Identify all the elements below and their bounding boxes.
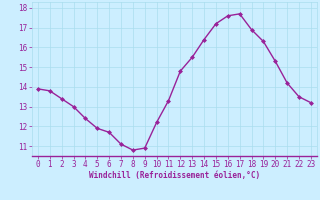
X-axis label: Windchill (Refroidissement éolien,°C): Windchill (Refroidissement éolien,°C) — [89, 171, 260, 180]
